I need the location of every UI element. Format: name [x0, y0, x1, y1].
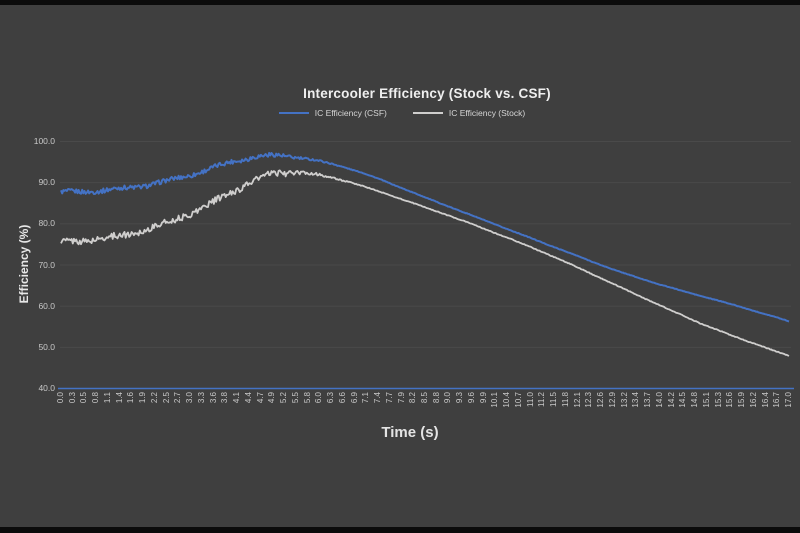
legend: IC Efficiency (CSF) IC Efficiency (Stock…: [202, 106, 602, 120]
y-tick-label: 80.0: [38, 218, 55, 229]
x-tick-label: 4.9: [267, 392, 277, 404]
x-tick-label: 6.3: [326, 392, 336, 404]
legend-item-csf: IC Efficiency (CSF): [278, 108, 387, 118]
x-tick-label: 11.5: [549, 392, 559, 407]
x-tick-label: 5.5: [290, 392, 300, 404]
x-axis-title: Time (s): [381, 424, 439, 441]
x-tick-label: 10.1: [490, 392, 500, 408]
x-tick-label: 2.2: [149, 392, 159, 404]
x-tick-label: 0.0: [56, 392, 65, 404]
x-tick-label: 3.3: [196, 392, 206, 404]
x-tick-label: 9.0: [443, 392, 453, 404]
x-tick-label: 17.0: [784, 392, 793, 408]
series-line-csf: [60, 151, 790, 323]
x-tick-label: 14.2: [666, 392, 676, 408]
x-tick-label: 0.3: [67, 392, 77, 404]
x-tick-label: 15.6: [725, 392, 735, 408]
x-tick-label: 11.8: [560, 392, 570, 407]
chart-title: Intercooler Efficiency (Stock vs. CSF): [303, 86, 551, 101]
x-tick-label: 13.7: [643, 392, 653, 408]
x-tick-label: 15.9: [737, 392, 747, 408]
x-tick-label: 13.4: [631, 392, 641, 408]
x-tick-label: 9.3: [455, 392, 465, 404]
series-line-stock: [60, 169, 790, 357]
x-tick-label: 6.9: [349, 392, 359, 404]
y-tick-label: 70.0: [38, 259, 55, 270]
x-tick-label: 2.5: [161, 392, 171, 404]
x-tick-label: 14.5: [678, 392, 688, 408]
x-tick-label: 8.5: [420, 392, 429, 404]
x-tick-label: 5.2: [279, 392, 289, 404]
x-tick-label: 16.7: [772, 392, 782, 408]
x-tick-label: 7.4: [373, 392, 383, 404]
y-tick-label: 100.0: [33, 136, 55, 146]
x-tick-label: 11.0: [525, 392, 535, 407]
x-tick-label: 7.9: [396, 392, 406, 404]
x-tick-label: 4.7: [255, 392, 265, 404]
x-tick-label: 13.2: [619, 392, 629, 408]
x-tick-label: 12.3: [584, 392, 594, 408]
x-tick-label: 6.0: [314, 392, 324, 404]
x-tick-label: 4.1: [232, 392, 242, 404]
legend-label-stock: IC Efficiency (Stock): [448, 108, 526, 118]
x-tick-label: 11.2: [537, 392, 547, 407]
x-tick-label: 8.2: [408, 392, 418, 404]
x-tick-label: 0.8: [91, 392, 101, 404]
x-tick-label: 9.9: [478, 392, 488, 404]
x-tick-label: 12.9: [607, 392, 617, 408]
x-tick-label: 7.1: [361, 392, 371, 404]
y-tick-label: 50.0: [38, 341, 55, 352]
x-tick-label: 7.7: [384, 392, 394, 404]
legend-line-swatch-csf: [278, 112, 309, 114]
x-tick-label: 1.6: [126, 392, 136, 404]
x-tick-label: 12.1: [572, 392, 582, 408]
x-tick-label: 10.4: [502, 392, 512, 408]
x-tick-label: 10.7: [513, 392, 523, 408]
series-lines: [60, 151, 790, 357]
x-tick-label: 14.8: [690, 392, 700, 408]
x-tick-label: 9.6: [466, 392, 476, 404]
y-tick-label: 60.0: [38, 300, 55, 311]
x-tick-label: 15.1: [701, 392, 711, 408]
x-tick-label: 16.2: [748, 392, 758, 408]
x-tick-label: 4.4: [243, 392, 253, 404]
x-tick-label: 2.7: [173, 392, 183, 404]
legend-item-stock: IC Efficiency (Stock): [412, 108, 526, 118]
x-tick-label: 15.3: [713, 392, 723, 408]
x-tick-label: 0.5: [79, 392, 89, 404]
horizontal-gridlines: [60, 141, 791, 348]
legend-line-swatch-stock: [412, 112, 443, 114]
x-tick-label: 3.8: [220, 392, 230, 404]
letterbox-bar-top: [0, 0, 800, 5]
x-tick-label: 12.6: [596, 392, 606, 408]
x-tick-label: 14.0: [654, 392, 664, 408]
x-tick-label: 3.6: [208, 392, 218, 404]
x-tick-label: 1.4: [114, 392, 124, 404]
letterbox-bar-bottom: [0, 527, 800, 533]
y-tick-label: 90.0: [38, 177, 55, 188]
x-tick-label: 16.4: [760, 392, 770, 408]
y-tick-label: 40.0: [38, 383, 55, 393]
legend-label-csf: IC Efficiency (CSF): [314, 108, 387, 118]
x-tick-label: 6.6: [337, 392, 347, 404]
x-tick-label: 1.9: [138, 392, 148, 404]
x-tick-label: 1.1: [102, 392, 112, 404]
x-tick-label: 8.8: [431, 392, 441, 404]
x-tick-label: 3.0: [185, 392, 195, 404]
x-tick-label: 5.8: [302, 392, 312, 404]
